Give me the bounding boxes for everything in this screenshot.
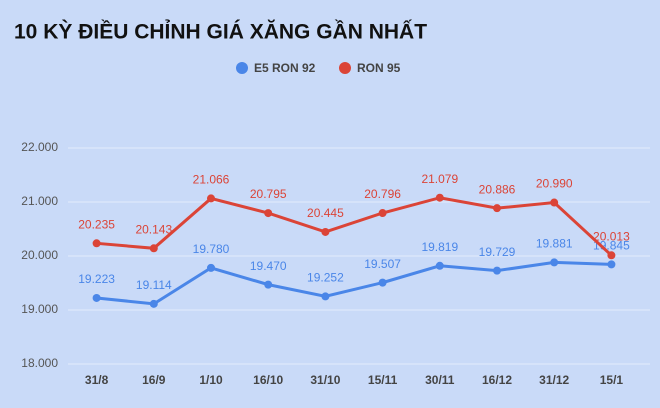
data-label: 19.507 <box>364 257 401 271</box>
data-point <box>607 260 616 269</box>
data-label: 20.143 <box>135 222 172 236</box>
legend-label: RON 95 <box>357 61 401 75</box>
data-label: 20.445 <box>307 206 344 220</box>
data-point <box>321 227 330 236</box>
data-point <box>435 261 444 270</box>
data-label: 21.066 <box>193 173 230 187</box>
x-tick-label: 31/12 <box>539 373 569 387</box>
data-label: 19.780 <box>193 242 230 256</box>
data-point <box>378 209 387 218</box>
data-label: 19.223 <box>78 272 115 286</box>
data-point <box>92 293 101 302</box>
data-point <box>607 251 616 260</box>
legend-marker <box>236 62 248 74</box>
legend-marker <box>339 62 351 74</box>
data-point <box>378 278 387 287</box>
data-label: 19.114 <box>136 278 172 292</box>
data-point <box>149 244 158 253</box>
data-point <box>149 299 158 308</box>
data-point <box>207 263 215 272</box>
data-label: 21.079 <box>421 172 458 186</box>
x-tick-label: 16/12 <box>482 373 512 387</box>
data-label: 19.252 <box>307 271 344 285</box>
data-label: 20.013 <box>593 229 630 243</box>
series-line <box>96 196 613 257</box>
x-tick-label: 30/11 <box>425 373 455 387</box>
data-label: 19.881 <box>536 237 573 251</box>
x-tick-label: 16/10 <box>253 373 283 387</box>
y-tick-label: 18.000 <box>21 356 58 370</box>
data-point <box>207 194 215 203</box>
data-label: 19.819 <box>421 240 458 254</box>
data-point <box>550 198 559 207</box>
y-tick-label: 22.000 <box>21 140 58 154</box>
x-tick-label: 31/10 <box>310 373 340 387</box>
data-point <box>550 258 559 267</box>
data-point <box>435 193 444 202</box>
data-label: 19.470 <box>250 259 287 273</box>
y-tick-label: 20.000 <box>21 248 58 262</box>
data-point <box>264 280 273 289</box>
x-tick-label: 31/8 <box>85 373 109 387</box>
data-label: 20.795 <box>250 187 287 201</box>
data-label: 20.235 <box>78 217 115 231</box>
legend-label: E5 RON 92 <box>254 61 316 75</box>
data-label: 19.729 <box>479 245 516 259</box>
data-label: 20.990 <box>536 177 573 191</box>
data-point <box>493 266 501 275</box>
y-tick-label: 21.000 <box>21 194 58 208</box>
data-label: 19.845 <box>593 239 630 253</box>
data-label: 20.886 <box>479 182 516 196</box>
data-point <box>264 209 273 218</box>
data-label: 20.796 <box>364 187 401 201</box>
series-line <box>96 260 612 306</box>
data-point <box>321 292 330 301</box>
chart-title: 10 KỲ ĐIỀU CHỈNH GIÁ XĂNG GẦN NHẤT <box>14 20 427 44</box>
x-tick-label: 16/9 <box>142 373 166 387</box>
data-point <box>493 204 501 213</box>
x-tick-label: 15/1 <box>600 373 624 387</box>
x-tick-label: 15/11 <box>368 373 398 387</box>
data-point <box>92 239 101 248</box>
x-tick-label: 1/10 <box>199 373 223 387</box>
y-tick-label: 19.000 <box>21 302 58 316</box>
